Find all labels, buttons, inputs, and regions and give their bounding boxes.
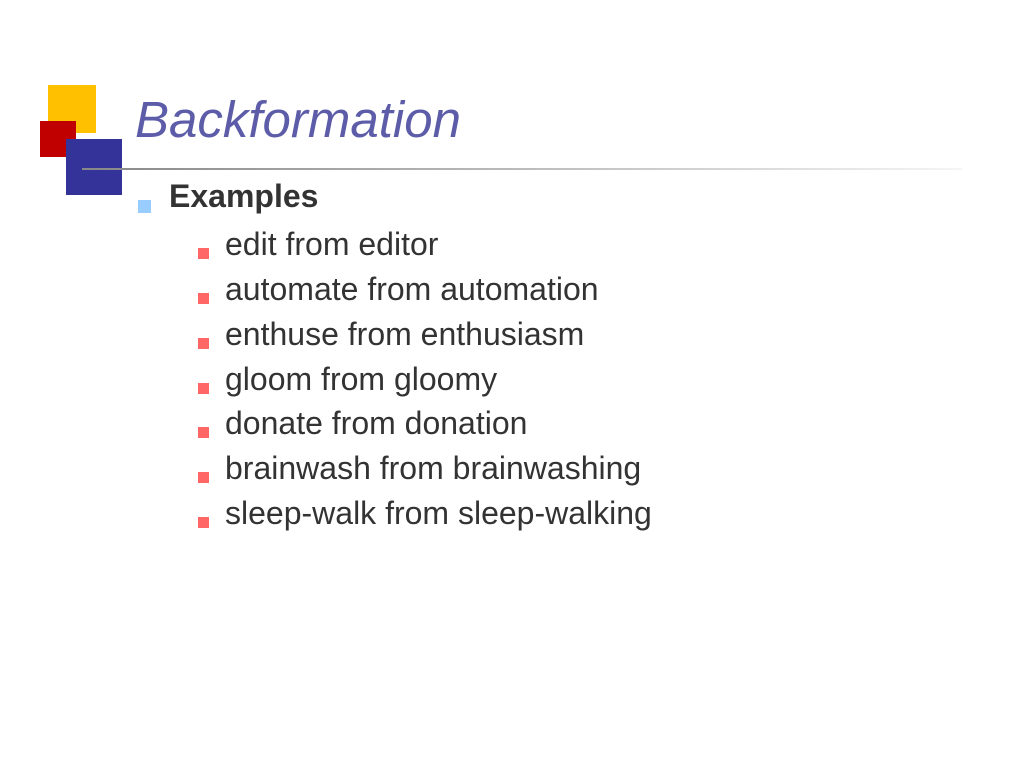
list-item-text: brainwash from brainwashing [225, 446, 641, 491]
corner-decor [40, 85, 130, 185]
list-item: automate from automation [198, 267, 652, 312]
decor-square-blue [66, 139, 122, 195]
bullet-marker-lvl2 [198, 472, 209, 483]
bullet-level2-list: edit from editor automate from automatio… [198, 222, 652, 536]
bullet-level1: Examples [138, 175, 652, 218]
bullet-marker-lvl2 [198, 293, 209, 304]
bullet-marker-lvl2 [198, 338, 209, 349]
bullet-marker-lvl1 [138, 200, 151, 213]
title-underline [82, 168, 962, 170]
bullet-marker-lvl2 [198, 427, 209, 438]
bullet-marker-lvl2 [198, 517, 209, 528]
slide-title: Backformation [135, 90, 461, 149]
list-item-text: edit from editor [225, 222, 438, 267]
list-item: sleep-walk from sleep-walking [198, 491, 652, 536]
bullet-marker-lvl2 [198, 383, 209, 394]
list-item-text: donate from donation [225, 401, 527, 446]
list-item: donate from donation [198, 401, 652, 446]
list-item-text: gloom from gloomy [225, 357, 497, 402]
bullet-heading: Examples [169, 175, 318, 218]
list-item-text: sleep-walk from sleep-walking [225, 491, 652, 536]
list-item: enthuse from enthusiasm [198, 312, 652, 357]
list-item: brainwash from brainwashing [198, 446, 652, 491]
slide-body: Examples edit from editor automate from … [138, 175, 652, 536]
list-item-text: enthuse from enthusiasm [225, 312, 584, 357]
list-item: gloom from gloomy [198, 357, 652, 402]
bullet-marker-lvl2 [198, 248, 209, 259]
list-item: edit from editor [198, 222, 652, 267]
list-item-text: automate from automation [225, 267, 599, 312]
